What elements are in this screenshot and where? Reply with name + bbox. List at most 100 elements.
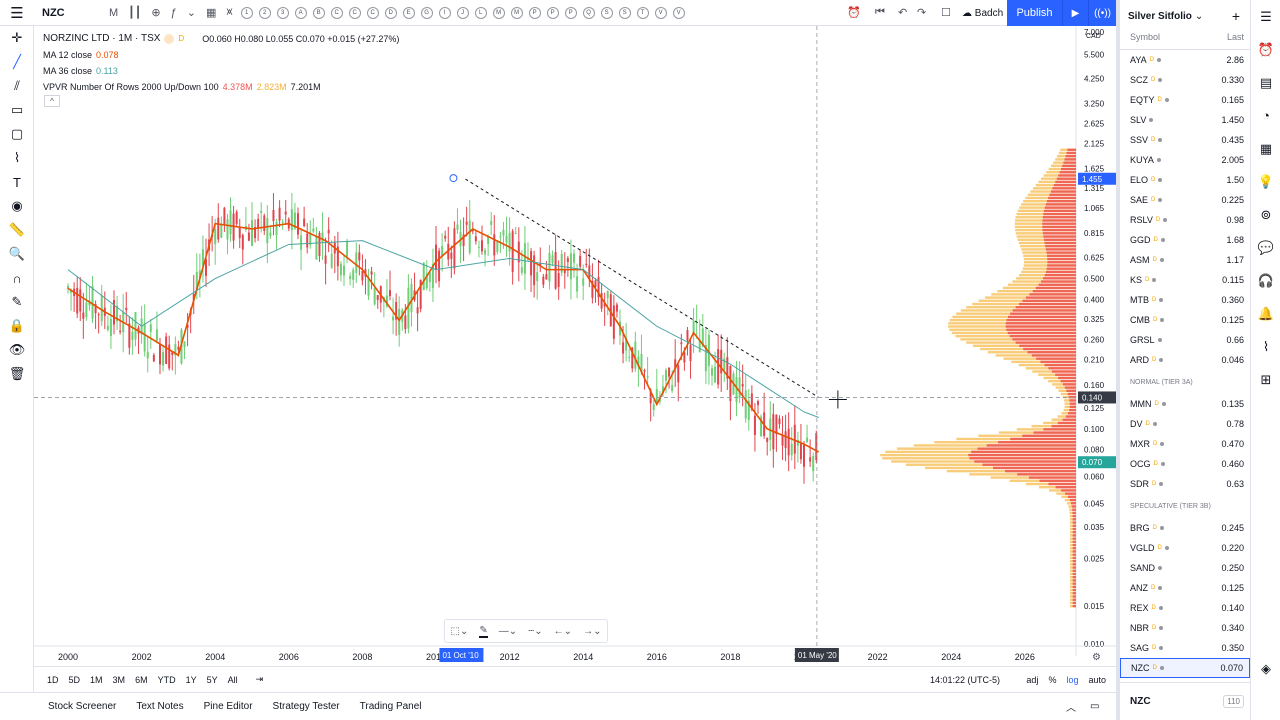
watchlist-row[interactable]: SDR D 0.63 xyxy=(1120,474,1250,494)
watchlist-row[interactable]: AYA D 2.86 xyxy=(1120,50,1250,70)
watchlist-row[interactable]: ANZ D 0.125 xyxy=(1120,578,1250,598)
visibility-icon[interactable]: 👁 xyxy=(8,342,26,357)
tab-stock-screener[interactable]: Stock Screener xyxy=(48,701,117,712)
candles-icon[interactable]: ┃┃ xyxy=(128,7,142,19)
layers-icon[interactable]: ◈ xyxy=(1261,660,1271,676)
range-button-1d[interactable]: 1D xyxy=(47,674,59,685)
streams-icon[interactable]: ⊚ xyxy=(1260,206,1272,222)
range-button-1m[interactable]: 1M xyxy=(90,674,103,685)
watchlist-row[interactable]: RSLV D 0.98 xyxy=(1120,210,1250,230)
watchlist-row[interactable]: ASM D 1.17 xyxy=(1120,250,1250,270)
watchlist-section[interactable]: NORMAL (TIER 3A) xyxy=(1130,378,1193,386)
tab-text-notes[interactable]: Text Notes xyxy=(136,701,184,712)
chevron-up-panel-icon[interactable]: ︿ xyxy=(1066,703,1076,714)
chevron-up-icon[interactable]: ^ xyxy=(44,95,60,107)
shortcut-15-icon[interactable]: M xyxy=(510,6,523,19)
compare-icon[interactable]: ⊕ xyxy=(151,7,161,19)
range-button-all[interactable]: All xyxy=(227,674,238,685)
watchlist-row[interactable]: ARD D 0.046 xyxy=(1120,350,1250,370)
shortcut-19-icon[interactable]: Q xyxy=(582,6,595,19)
template-icon[interactable]: ⬚⌄ xyxy=(450,625,469,637)
shortcut-8-icon[interactable]: D xyxy=(384,6,397,19)
range-button-5y[interactable]: 5Y xyxy=(206,674,218,685)
data-window-icon[interactable]: ▤ xyxy=(1259,74,1273,90)
watchlist-row[interactable]: SAE D 0.225 xyxy=(1120,190,1250,210)
lock-icon[interactable]: 🔒 xyxy=(8,318,26,333)
line-start-icon[interactable]: ←⌄ xyxy=(553,625,573,637)
line-color-icon[interactable]: ✎ xyxy=(479,624,488,638)
range-button-6m[interactable]: 6M xyxy=(135,674,148,685)
watchlist-row[interactable]: MMN D 0.135 xyxy=(1120,394,1250,414)
line-width-icon[interactable]: —⌄ xyxy=(498,625,518,637)
watchlist-row[interactable]: REX D 0.140 xyxy=(1120,598,1250,618)
pulse-icon[interactable]: ⌇ xyxy=(1262,338,1270,354)
zoom-icon[interactable]: 🔍 xyxy=(8,246,26,261)
orderbook-icon[interactable]: ⊞ xyxy=(1260,371,1272,387)
shortcut-2-icon[interactable]: 3 xyxy=(276,6,289,19)
shortcut-17-icon[interactable]: P xyxy=(546,6,559,19)
watchlist-row[interactable]: SAG D 0.350 xyxy=(1120,638,1250,658)
shortcut-18-icon[interactable]: P xyxy=(564,6,577,19)
notifications-icon[interactable]: 🔔 xyxy=(1257,305,1275,321)
watchlist-row[interactable]: GGD D 1.68 xyxy=(1120,230,1250,250)
log-toggle[interactable]: log xyxy=(1066,674,1079,685)
watchlist-section[interactable]: SPECULATIVE (TIER 3B) xyxy=(1130,502,1211,510)
watchlist-row[interactable]: SLV 1.450 xyxy=(1120,110,1250,130)
watchlist-row[interactable]: SAND 0.250 xyxy=(1120,558,1250,578)
watchlist-row[interactable]: ELO D 1.50 xyxy=(1120,170,1250,190)
ruler-icon[interactable]: 📏 xyxy=(8,222,26,237)
watchlist-header[interactable]: Silver Sitfolio ⌄ + xyxy=(1120,0,1250,32)
col-symbol[interactable]: Symbol xyxy=(1130,32,1161,42)
rectangle-icon[interactable]: ▭ xyxy=(10,102,24,117)
range-button-3m[interactable]: 3M xyxy=(112,674,126,685)
watchlist-row[interactable]: KUYA 2.005 xyxy=(1120,150,1250,170)
watchlist-row[interactable]: NZC D 0.070 xyxy=(1120,658,1250,678)
watchlist-row[interactable]: MXR D 0.470 xyxy=(1120,434,1250,454)
magnet-icon[interactable]: ∩ xyxy=(12,270,22,286)
tab-strategy-tester[interactable]: Strategy Tester xyxy=(272,701,340,712)
watchlist-row[interactable]: OCG D 0.460 xyxy=(1120,454,1250,474)
ideas-icon[interactable]: 💡 xyxy=(1257,173,1275,189)
range-button-ytd[interactable]: YTD xyxy=(157,674,176,685)
hotlist-icon[interactable]: ◔ xyxy=(1262,108,1270,123)
watchlist-row[interactable]: KS D 0.115 xyxy=(1120,270,1250,290)
crosshair-icon[interactable]: ✛ xyxy=(11,30,23,45)
indicators-icon[interactable]: ƒ xyxy=(170,6,177,19)
pencil-lock-icon[interactable]: ✎ xyxy=(11,294,23,309)
shortcut-10-icon[interactable]: G xyxy=(420,6,433,19)
watchlist-row[interactable]: GRSL 0.66 xyxy=(1120,330,1250,350)
ma12-label[interactable]: MA 12 close xyxy=(43,50,93,60)
broadcast-icon[interactable]: ((•)) xyxy=(1088,0,1116,26)
shortcut-13-icon[interactable]: L xyxy=(474,6,487,19)
shortcut-5-icon[interactable]: C xyxy=(330,6,343,19)
shortcut-16-icon[interactable]: P xyxy=(528,6,541,19)
watchlist-icon[interactable]: ☰ xyxy=(1260,8,1272,24)
trash-icon[interactable]: 🗑 xyxy=(8,366,26,381)
ma36-label[interactable]: MA 36 close xyxy=(43,66,93,76)
shortcut-14-icon[interactable]: M xyxy=(492,6,505,19)
comment-icon[interactable]: ▢ xyxy=(10,126,24,141)
chevron-down-icon[interactable]: ⌄ xyxy=(186,7,196,19)
shortcut-1-icon[interactable]: 2 xyxy=(258,6,271,19)
auto-toggle[interactable]: auto xyxy=(1088,674,1106,685)
menu-icon[interactable]: ☰ xyxy=(10,4,24,22)
range-button-5d[interactable]: 5D xyxy=(68,674,81,685)
shortcut-0-icon[interactable]: 1 xyxy=(240,6,253,19)
watchlist-title[interactable]: Silver Sitfolio xyxy=(1128,10,1192,22)
alerts-chart-icon[interactable]: ⩙ xyxy=(226,6,233,18)
clock[interactable]: 14:01:22 (UTC-5) xyxy=(930,674,1001,685)
tab-pine-editor[interactable]: Pine Editor xyxy=(203,701,253,712)
shortcut-7-icon[interactable]: C xyxy=(366,6,379,19)
shortcut-22-icon[interactable]: T xyxy=(636,6,649,19)
alerts-icon[interactable]: ⏰ xyxy=(1257,41,1275,57)
pattern-icon[interactable]: ⌇ xyxy=(13,150,21,165)
watchlist-row[interactable]: EQTY D 0.165 xyxy=(1120,90,1250,110)
watchlist-row[interactable]: SSV D 0.435 xyxy=(1120,130,1250,150)
watchlist-row[interactable]: VGLD D 0.220 xyxy=(1120,538,1250,558)
shortcut-23-icon[interactable]: V xyxy=(654,6,667,19)
trendline-icon[interactable]: ╱ xyxy=(13,54,21,69)
watchlist-row[interactable]: DV D 0.78 xyxy=(1120,414,1250,434)
col-last[interactable]: Last xyxy=(1226,32,1244,42)
batch-layout-button[interactable]: ☁ Badch xyxy=(962,7,1004,19)
text-icon[interactable]: T xyxy=(13,174,21,190)
